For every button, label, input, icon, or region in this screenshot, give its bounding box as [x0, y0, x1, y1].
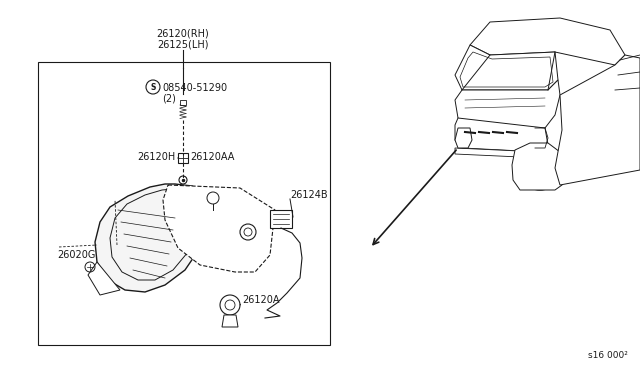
- Bar: [178, 153, 188, 163]
- Text: S: S: [150, 83, 156, 92]
- Polygon shape: [470, 18, 625, 65]
- Text: 26120H: 26120H: [137, 152, 175, 162]
- Polygon shape: [163, 185, 275, 272]
- Polygon shape: [455, 128, 472, 148]
- Polygon shape: [455, 80, 560, 132]
- Text: 26125(LH): 26125(LH): [157, 39, 209, 49]
- Text: 26120(RH): 26120(RH): [157, 28, 209, 38]
- Bar: [38, 62, 330, 345]
- Polygon shape: [512, 143, 565, 190]
- Text: 26120A: 26120A: [242, 295, 280, 305]
- Bar: [180, 100, 186, 105]
- Text: 26020G: 26020G: [57, 250, 95, 260]
- Polygon shape: [555, 55, 640, 185]
- Polygon shape: [455, 118, 548, 152]
- Text: (2): (2): [162, 93, 176, 103]
- Polygon shape: [460, 52, 553, 87]
- Polygon shape: [455, 148, 542, 158]
- Text: 26124B: 26124B: [290, 190, 328, 200]
- Text: 08540-51290: 08540-51290: [162, 83, 227, 93]
- Polygon shape: [455, 45, 558, 90]
- Polygon shape: [88, 262, 120, 295]
- Polygon shape: [95, 184, 210, 292]
- Text: s16 000²: s16 000²: [588, 351, 628, 360]
- Text: 26120AA: 26120AA: [190, 152, 234, 162]
- Bar: [270, 210, 292, 228]
- Polygon shape: [222, 315, 238, 327]
